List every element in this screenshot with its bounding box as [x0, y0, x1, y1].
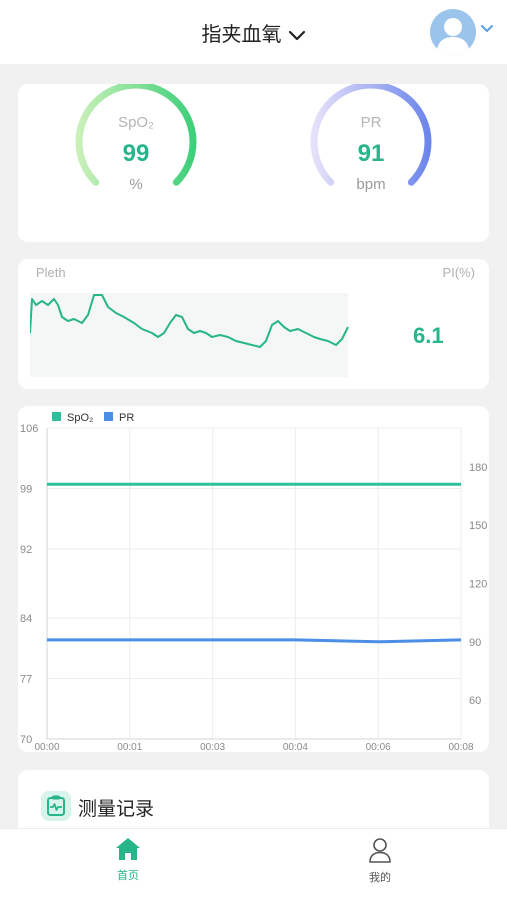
x-tick-label: 00:08 — [448, 742, 473, 752]
spo2-value: 99 — [122, 140, 150, 167]
y-left-tick-label: 92 — [20, 544, 32, 556]
y-right-tick-label: 150 — [469, 520, 487, 532]
spo2-gauge-arc — [75, 84, 197, 186]
home-icon — [116, 838, 140, 860]
y-right-tick-label: 120 — [469, 579, 487, 591]
avatar-chevron-down-icon[interactable] — [480, 24, 494, 34]
trend-chart: 00:00 00:01 00:03 00:04 00:06 00:08 106 99 92 84 7… — [20, 412, 487, 753]
series-line-pr — [47, 638, 462, 644]
y-right-tick-label: 60 — [469, 695, 481, 707]
spo2-gauge: SpO₂ 99 % — [73, 84, 199, 194]
chevron-down-icon — [288, 30, 305, 40]
header: 指夹血氧 — [0, 0, 507, 64]
x-tick-label: 00:01 — [117, 742, 142, 752]
x-tick-label: 00:03 — [200, 742, 225, 752]
clipboard-heart-icon — [41, 791, 71, 821]
y-left-tick-label: 77 — [20, 674, 32, 686]
pr-label: PR — [360, 114, 382, 131]
tab-mine-label: 我的 — [369, 872, 391, 884]
y-left-tick-label: 99 — [20, 483, 32, 495]
avatar[interactable] — [430, 9, 476, 55]
legend-spo2-swatch — [52, 412, 61, 421]
x-tick-label: 00:00 — [34, 742, 59, 752]
pi-value: 6.1 — [413, 323, 444, 348]
tab-mine[interactable]: 我的 — [330, 837, 430, 885]
pleth-card: Pleth PI(%) 6.1 — [18, 259, 489, 389]
pr-unit: bpm — [356, 176, 386, 193]
legend-pr-swatch — [104, 412, 113, 421]
pi-label: PI(%) — [442, 265, 476, 280]
spo2-unit: % — [129, 176, 143, 193]
user-icon — [369, 838, 391, 863]
y-left-tick-label: 106 — [20, 423, 38, 435]
page-title: 指夹血氧 — [201, 22, 282, 46]
legend-spo2-label: SpO₂ — [67, 412, 93, 424]
y-right-tick-label: 180 — [469, 462, 487, 474]
chart-series — [47, 482, 462, 644]
records-title: 测量记录 — [78, 798, 155, 820]
chart-ticks: 00:00 00:01 00:03 00:04 00:06 00:08 106 99 92 84 7… — [20, 423, 487, 753]
tab-home[interactable]: 首页 — [78, 837, 178, 883]
spo2-label: SpO₂ — [118, 114, 154, 131]
pleth-waveform — [30, 293, 349, 377]
pr-gauge-arc — [310, 84, 432, 186]
chart-legend: SpO₂ PR — [52, 412, 134, 424]
device-selector[interactable]: 指夹血氧 — [0, 18, 507, 47]
user-silhouette-icon — [436, 18, 470, 55]
tab-home-label: 首页 — [117, 870, 139, 882]
y-left-tick-label: 84 — [20, 613, 32, 625]
x-tick-label: 00:06 — [366, 742, 391, 752]
chart-grid — [46, 427, 462, 740]
pr-value: 91 — [357, 140, 385, 167]
trend-chart-card: 00:00 00:01 00:03 00:04 00:06 00:08 106 99 92 84 7… — [18, 406, 489, 753]
tab-bar: 首页 我的 — [0, 828, 507, 900]
gauges-card: SpO₂ 99 % PR 91 bpm — [18, 84, 489, 242]
pr-gauge: PR 91 bpm — [308, 84, 434, 194]
pleth-label: Pleth — [36, 265, 66, 280]
x-tick-label: 00:04 — [283, 742, 308, 752]
legend-pr-label: PR — [119, 412, 134, 424]
y-left-tick-label: 70 — [20, 734, 32, 746]
y-right-tick-label: 90 — [469, 637, 481, 649]
